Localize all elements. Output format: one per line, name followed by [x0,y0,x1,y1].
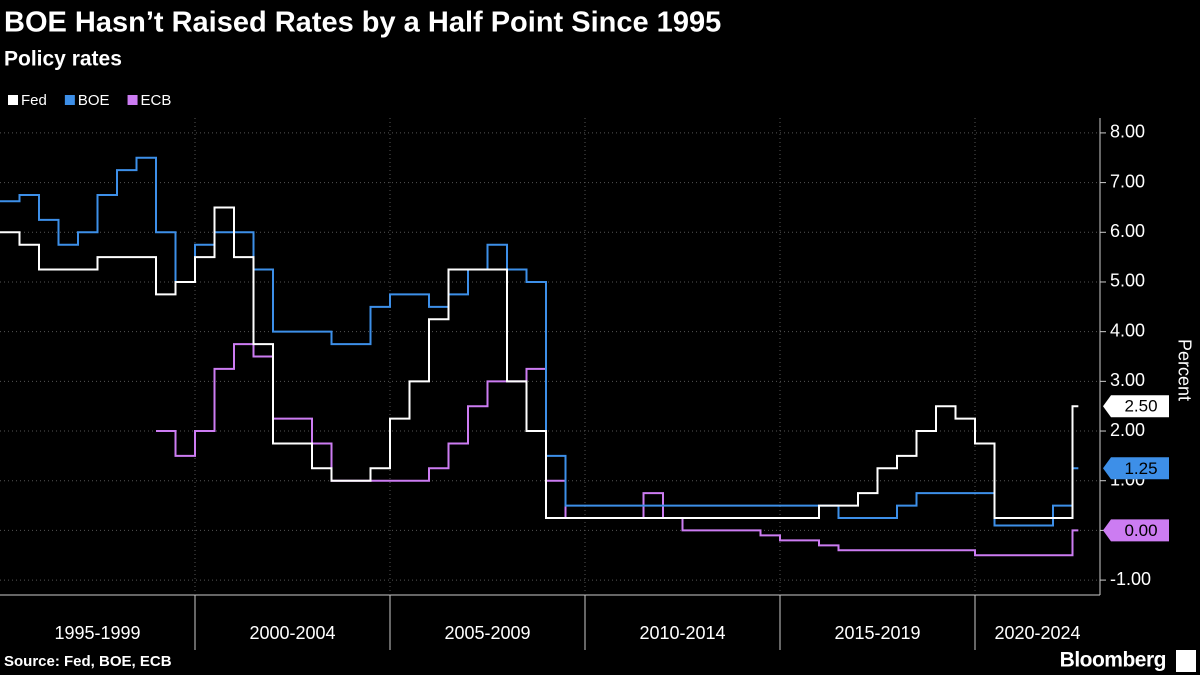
legend-label: ECB [141,92,172,109]
value-label: 0.00 [1124,521,1157,540]
legend-swatch [127,95,138,105]
x-tick-label: 2015-2019 [834,623,920,643]
chart-title: BOE Hasn’t Raised Rates by a Half Point … [4,7,721,39]
source: Source: Fed, BOE, ECB [4,653,172,670]
credit: Bloomberg [1060,649,1166,672]
legend-label: Fed [21,92,47,109]
y-tick-label: 8.00 [1110,122,1145,142]
x-tick-label: 2005-2009 [444,623,530,643]
y-tick-label: 4.00 [1110,320,1145,340]
x-tick-label: 2020-2024 [994,623,1080,643]
y-tick-label: 3.00 [1110,370,1145,390]
y-axis-label: Percent [1174,339,1194,401]
x-tick-label: 2010-2014 [639,623,725,643]
y-tick-label: 5.00 [1110,271,1145,291]
series-line [156,343,1079,557]
logo [1176,650,1196,672]
y-tick-label: 6.00 [1110,221,1145,241]
value-tag [1103,395,1169,418]
legend-swatch [64,95,75,105]
chart-subtitle: Policy rates [4,48,122,71]
legend-label: BOE [78,92,110,109]
x-tick-label: 2000-2004 [249,623,335,643]
y-tick-label: 7.00 [1110,171,1145,191]
x-tick-label: 1995-1999 [54,623,140,643]
value-label: 2.50 [1124,397,1157,416]
series-line [0,156,1079,527]
value-tag [1103,519,1169,542]
y-tick-label: 2.00 [1110,420,1145,440]
value-tag [1103,457,1169,480]
legend-swatch [8,95,18,105]
value-label: 1.25 [1124,459,1157,478]
y-tick-label: -1.00 [1110,569,1151,589]
series-line [0,206,1079,519]
